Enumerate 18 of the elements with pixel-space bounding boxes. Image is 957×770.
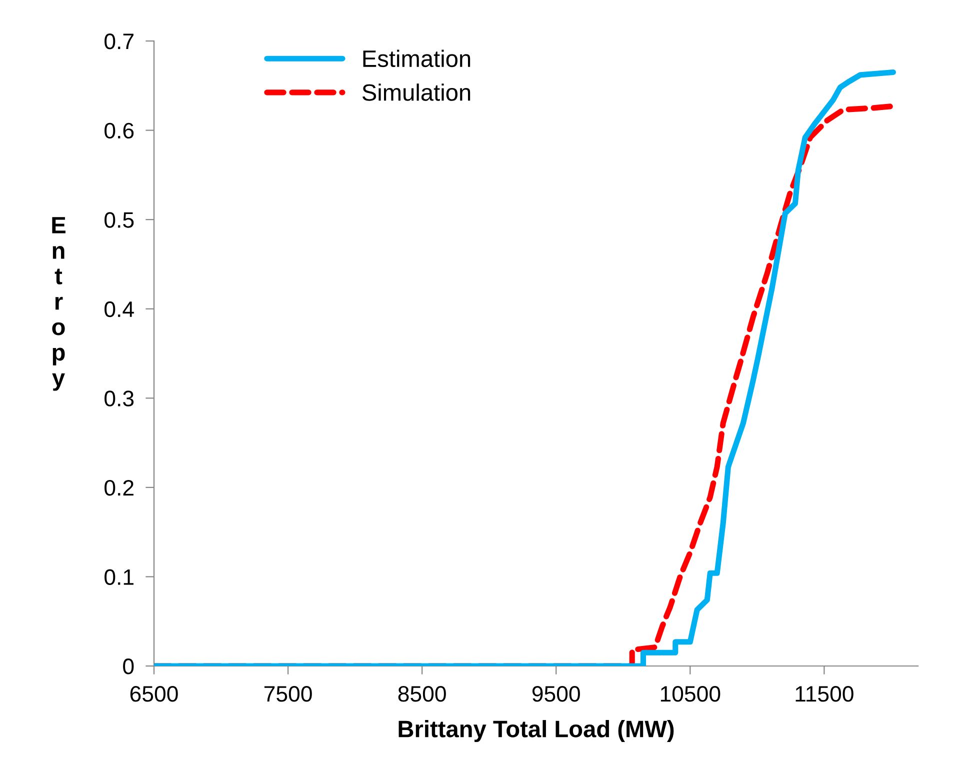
x-tick-label: 10500 <box>660 686 720 702</box>
y-tick-label: 0.5 <box>104 212 134 228</box>
legend-label: Estimation <box>363 50 470 68</box>
y-tick-label: 0.3 <box>104 390 134 406</box>
x-tick-label: 7500 <box>264 686 312 702</box>
y-axis-title: Entropy <box>52 217 66 391</box>
y-tick-label: 0.1 <box>104 569 134 585</box>
x-tick-label: 8500 <box>398 686 446 702</box>
y-tick-label: 0.7 <box>104 34 134 50</box>
y-tick-label: 0.2 <box>104 480 134 496</box>
x-tick-label: 11500 <box>796 686 854 702</box>
x-tick-label: 9500 <box>532 686 580 702</box>
x-tick-label: 6500 <box>130 686 178 702</box>
y-tick-label: 0.4 <box>104 301 134 318</box>
legend-label: Simulation <box>362 84 470 101</box>
y-tick-label: 0.6 <box>104 122 134 139</box>
y-tick-label: 0 <box>123 658 134 674</box>
x-axis-title: Brittany Total Load (MW) <box>398 720 674 742</box>
